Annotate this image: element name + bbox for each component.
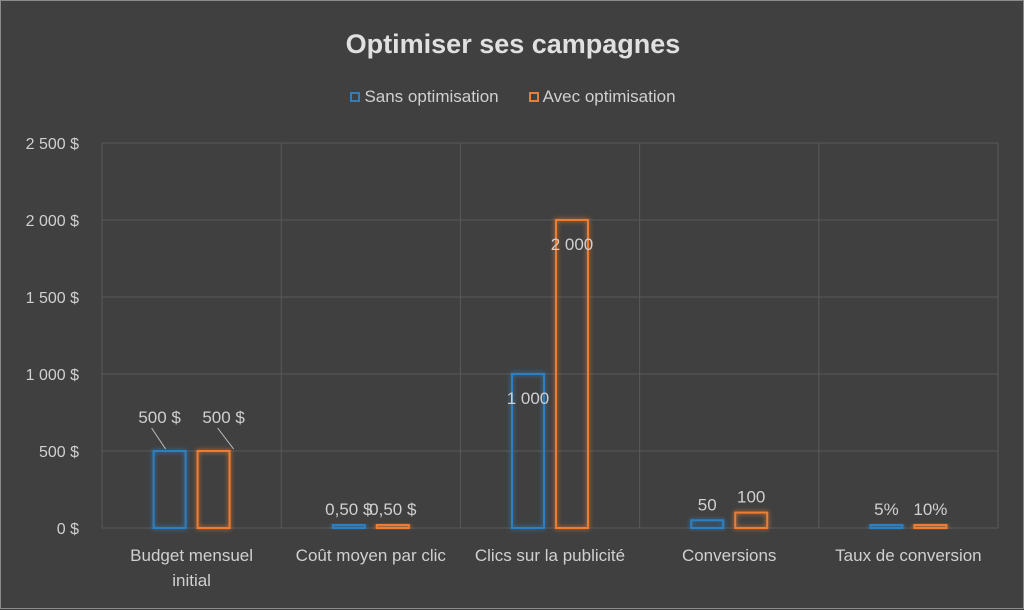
bar-avec-optimisation (734, 511, 769, 530)
x-tick-label: Conversions (682, 546, 777, 565)
x-tick-label: Taux de conversion (835, 546, 981, 565)
legend-item-sans-optimisation: Sans optimisation (350, 87, 499, 107)
data-label: 0,50 $ (325, 500, 373, 519)
bar-sans-optimisation (331, 524, 366, 529)
y-tick-label: 2 000 $ (26, 213, 79, 230)
y-tick-label: 1 500 $ (26, 290, 79, 307)
bar-sans-optimisation (511, 373, 545, 529)
data-label: 50 (698, 495, 717, 514)
bar-sans-optimisation (690, 519, 725, 529)
data-label: 100 (737, 488, 765, 507)
data-label: 1 000 (507, 389, 550, 408)
data-label: 2 000 (551, 235, 594, 254)
data-label: 500 $ (138, 408, 181, 427)
bar-sans-optimisation (869, 524, 904, 529)
bar-sans-optimisation (152, 450, 187, 529)
x-tick-label: Budget mensuel (130, 546, 253, 565)
data-label: 10% (913, 500, 947, 519)
legend-label-sans-optimisation: Sans optimisation (364, 87, 499, 106)
y-tick-label: 2 500 $ (26, 136, 79, 153)
data-label-leader (151, 427, 167, 450)
bar-avec-optimisation (555, 219, 589, 529)
legend-label-avec-optimisation: Avec optimisation (542, 87, 676, 106)
data-label: 0,50 $ (369, 500, 417, 519)
x-tick-label: Clics sur la publicité (475, 546, 625, 565)
bar-avec-optimisation (196, 450, 231, 529)
legend-swatch-sans-optimisation (350, 92, 361, 102)
data-label-leader (217, 427, 234, 450)
bar-avec-optimisation (913, 524, 948, 529)
x-tick-label: Coût moyen par clic (296, 546, 447, 565)
y-tick-label: 500 $ (39, 444, 79, 461)
legend: Sans optimisation Avec optimisation (1, 87, 1024, 107)
legend-swatch-avec-optimisation (528, 92, 539, 102)
data-label: 500 $ (202, 408, 245, 427)
legend-item-avec-optimisation: Avec optimisation (528, 87, 676, 107)
data-label: 5% (874, 500, 899, 519)
chart-title: Optimiser ses campagnes (345, 29, 681, 59)
y-tick-label: 0 $ (57, 521, 79, 538)
x-tick-label: initial (172, 571, 211, 590)
bar-avec-optimisation (375, 524, 410, 529)
y-tick-label: 1 000 $ (26, 367, 79, 384)
